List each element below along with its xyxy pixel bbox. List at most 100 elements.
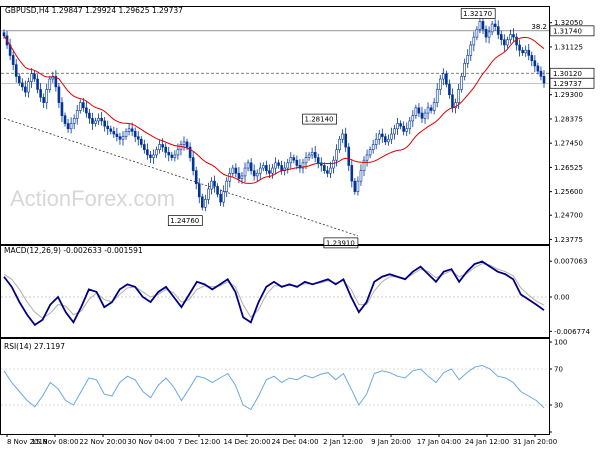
candle-body [448, 83, 451, 96]
candle-body [173, 154, 177, 158]
candle-body [524, 49, 527, 54]
time-tick-label: 2 Jan 12:00 [323, 438, 363, 446]
candle-body [512, 34, 515, 38]
candle-body [417, 107, 421, 114]
candle-body [85, 107, 88, 114]
candle-body [48, 78, 52, 90]
candle-body [356, 180, 360, 192]
candle-body [487, 31, 491, 38]
symbol-header: GBPUSD,H4 1.29847 1.29924 1.29625 1.2973… [5, 6, 183, 15]
candle-body [393, 128, 396, 135]
price-tick-label: 1.32050 [554, 19, 583, 27]
candle-body [399, 123, 402, 127]
fib-label: 38.2 [531, 23, 547, 31]
rsi-pane: 100 70 30 RSI(14) 27.1197 [0, 338, 567, 435]
candle-body [518, 44, 521, 51]
candle-body [323, 165, 326, 171]
time-tick-label: 9 Jan 20:00 [371, 438, 411, 446]
price-tick-label: 1.25600 [554, 188, 583, 196]
candle-body [100, 117, 103, 122]
candle-body [185, 141, 189, 148]
rsi-line [3, 364, 545, 411]
candle-body [228, 172, 232, 182]
candle-body [255, 172, 259, 177]
annotation-label-1.28140: 1.28140 [305, 116, 334, 124]
candle-body [2, 32, 6, 37]
candle-body [204, 199, 207, 208]
candle-body [280, 165, 283, 171]
candle-body [146, 149, 149, 156]
candle-body [503, 39, 506, 46]
macd-tick-label: -0.006774 [554, 328, 590, 336]
macd-pane-border [0, 245, 550, 338]
level-label-1.30120: 1.30120 [553, 70, 582, 78]
candle-body [167, 152, 171, 156]
candle-body [36, 78, 39, 90]
annotation-box-1.28140 [302, 113, 337, 125]
candle-body [112, 131, 116, 135]
candle-body [365, 154, 369, 161]
candle-body [246, 162, 250, 169]
price-tick-label: 1.29300 [554, 91, 583, 99]
candle-body [262, 165, 265, 169]
candle-body [411, 115, 415, 122]
price-axis: 1.320501.311251.301751.293001.283751.274… [549, 19, 595, 244]
candle-body [66, 123, 70, 130]
candle-body [27, 81, 30, 93]
candle-body [506, 39, 509, 46]
price-tick-label: 1.23775 [554, 236, 583, 244]
candle-body [54, 76, 58, 88]
time-tick-label: 8 Nov 2018 [7, 438, 47, 446]
candle-body [347, 146, 351, 166]
candle-body [271, 167, 274, 174]
level-label-1.29737: 1.29737 [553, 80, 582, 88]
time-tick-label: 15 Nov 08:00 [31, 438, 78, 446]
candle-body [451, 94, 454, 109]
candle-body [319, 162, 323, 166]
candle-body [466, 55, 470, 64]
candle-body [362, 159, 366, 171]
candle-body [11, 55, 15, 65]
candle-body [213, 180, 216, 187]
price-tick-label: 1.27450 [554, 140, 583, 148]
candle-body [30, 73, 33, 82]
rsi-tick-label: 30 [554, 402, 563, 410]
candle-body [338, 138, 341, 151]
candle-body [222, 191, 225, 203]
candle-body [533, 60, 537, 67]
candle-body [127, 128, 131, 132]
candle-body [536, 65, 540, 72]
candle-body [33, 73, 36, 80]
candle-body [45, 89, 49, 103]
candle-body [335, 149, 338, 161]
candle-body [21, 82, 24, 88]
candle-body [341, 133, 344, 140]
candle-body [387, 138, 390, 143]
candle-body [161, 144, 164, 148]
candle-body [188, 146, 192, 158]
candle-body [121, 136, 125, 140]
candle-body [103, 120, 106, 127]
time-tick-label: 17 Jan 04:00 [417, 438, 461, 446]
candle-body [69, 123, 73, 130]
candle-body [194, 170, 198, 185]
candle-body [368, 149, 372, 156]
candle-body [155, 149, 158, 156]
candle-body [106, 125, 110, 130]
annotation-box-1.32170 [460, 8, 496, 19]
annotation-label-1.23910: 1.23910 [326, 239, 355, 247]
price-tick-label: 1.28375 [554, 115, 583, 123]
candle-body [493, 23, 497, 27]
candle-body [286, 162, 290, 169]
candle-body [191, 157, 195, 171]
candle-body [472, 36, 476, 46]
candle-body [201, 196, 204, 208]
candle-body [527, 49, 531, 56]
candle-body [225, 180, 229, 192]
level-label-1.31740: 1.31740 [553, 27, 582, 35]
candle-body [463, 63, 466, 77]
price-pane: 1.320501.311251.301751.293001.283751.274… [0, 6, 595, 249]
rsi-tick-label: 100 [554, 339, 567, 347]
moving-average-line [3, 35, 545, 184]
